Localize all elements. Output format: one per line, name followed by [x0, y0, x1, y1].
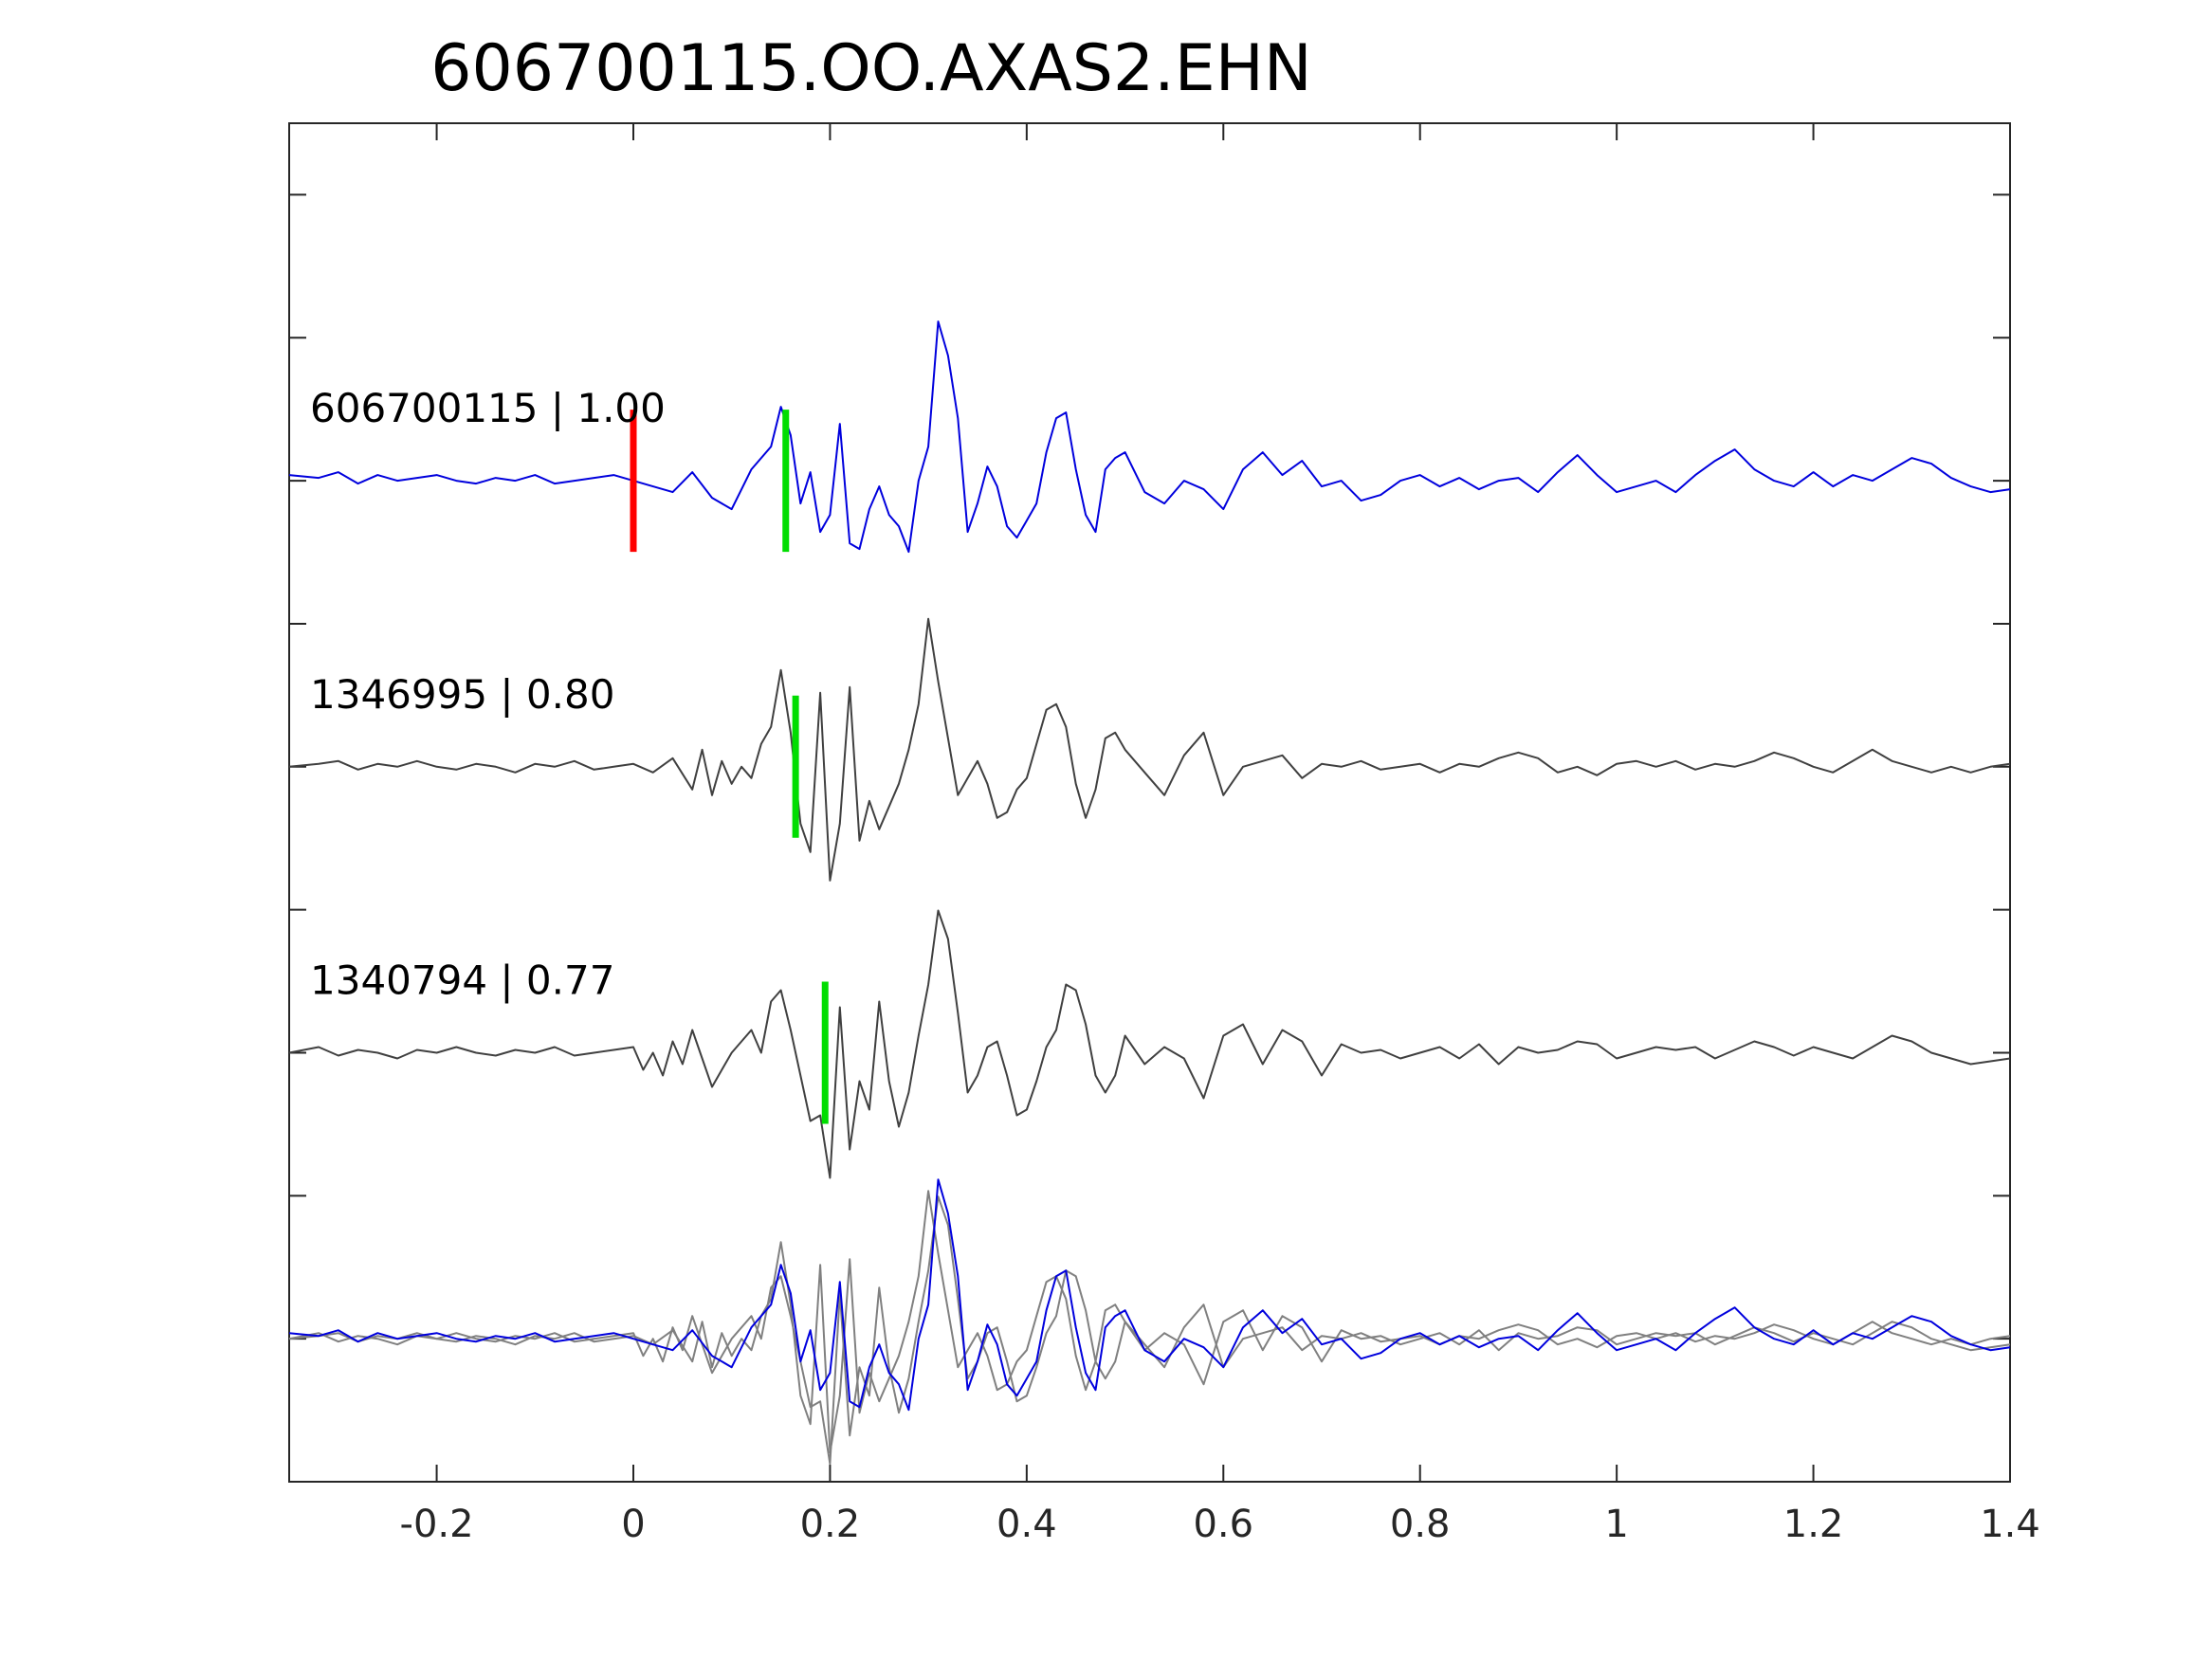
traces: [288, 320, 2011, 1466]
x-tick-label: 0.2: [800, 1503, 861, 1546]
overlay-line-main: [288, 1178, 2011, 1412]
x-tick-label: 1: [1604, 1503, 1628, 1546]
chart-title: 606700115.OO.AXAS2.EHN: [430, 31, 1312, 106]
trace-label: 1346995 | 0.80: [310, 671, 614, 718]
x-tick-label: 1.2: [1783, 1503, 1844, 1546]
trace-line-2: [288, 909, 2011, 1179]
x-tick-label: 0.8: [1390, 1503, 1451, 1546]
trace-label: 1340794 | 0.77: [310, 957, 614, 1003]
x-tick-label: -0.2: [400, 1503, 474, 1546]
x-tick-label: 1.4: [1980, 1503, 2040, 1546]
overlay-line-gray-1: [288, 1195, 2011, 1466]
y-axis: [289, 193, 2010, 1340]
overlay-line-gray-0: [288, 1190, 2011, 1454]
plot-area: [288, 122, 2011, 1483]
trace-line-1: [288, 617, 2011, 882]
trace-label: 606700115 | 1.00: [310, 385, 666, 431]
x-tick-label: 0.6: [1193, 1503, 1253, 1546]
x-tick-label: 0.4: [996, 1503, 1057, 1546]
trace-line-0: [288, 320, 2011, 554]
axes-box: [288, 122, 2011, 1483]
phase-picks: [630, 410, 829, 1124]
x-tick-label: 0: [621, 1503, 645, 1546]
x-axis: -0.2 0 0.2 0.4 0.6 0.8 1 1.2 1.4: [400, 123, 2040, 1546]
trace-labels: 606700115 | 1.00 1346995 | 0.80 1340794 | …: [310, 385, 666, 1003]
